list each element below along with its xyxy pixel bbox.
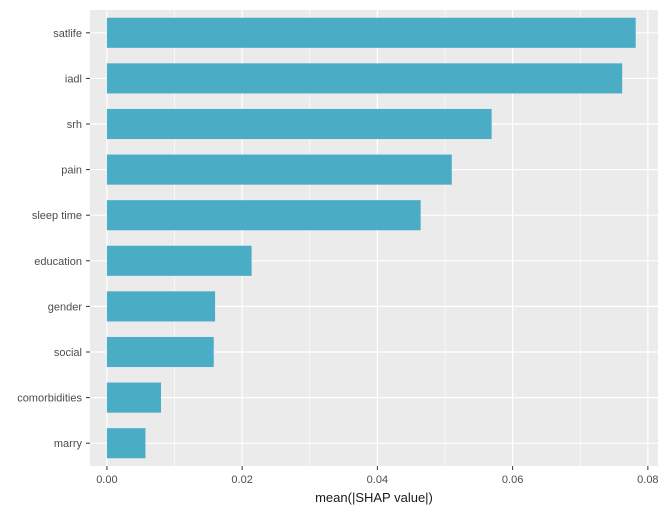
bar-satlife xyxy=(106,17,636,48)
y-tick-label: comorbidities xyxy=(17,393,82,405)
x-tick-label: 0.06 xyxy=(502,474,523,486)
bar-pain xyxy=(106,154,452,185)
y-tick-label: gender xyxy=(48,301,83,313)
x-tick-label: 0.00 xyxy=(96,474,117,486)
x-tick-label: 0.08 xyxy=(637,474,658,486)
y-tick-label: marry xyxy=(54,438,83,450)
bar-sleep-time xyxy=(106,200,421,231)
y-tick-label: satlife xyxy=(53,28,82,40)
bar-social xyxy=(106,336,214,368)
y-tick-label: iadl xyxy=(65,73,82,85)
bar-srh xyxy=(106,108,492,140)
x-axis: 0.00 0.02 0.04 0.06 0.08 xyxy=(96,466,659,486)
x-tick-label: 0.02 xyxy=(231,474,252,486)
y-axis: satlife iadl srh pain sleep time education gen… xyxy=(17,28,90,450)
y-tick-label: education xyxy=(34,256,82,268)
y-tick-label: sleep time xyxy=(32,210,82,222)
y-tick-label: social xyxy=(54,347,82,359)
bar-gender xyxy=(106,291,216,322)
x-tick-label: 0.04 xyxy=(367,474,388,486)
x-axis-title: mean(|SHAP value|) xyxy=(315,490,433,505)
bar-comorbidities xyxy=(106,382,161,413)
y-tick-label: pain xyxy=(61,165,82,177)
bar-iadl xyxy=(106,63,623,94)
bars xyxy=(106,17,636,459)
bar-marry xyxy=(106,428,146,459)
y-tick-label: srh xyxy=(67,119,82,131)
bar-education xyxy=(106,245,252,276)
